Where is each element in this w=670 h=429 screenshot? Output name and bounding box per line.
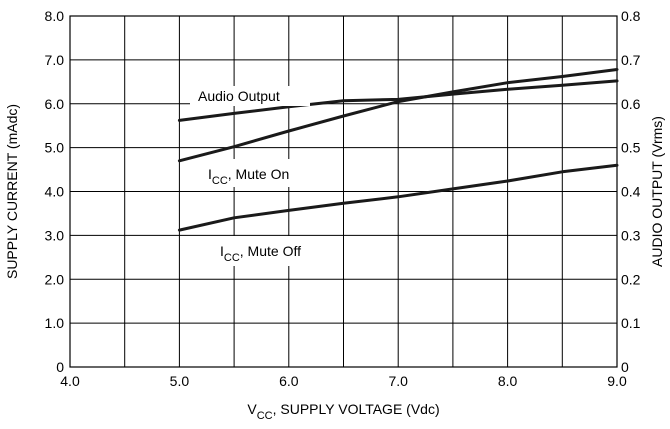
y-tick-label: 0 [56,359,64,375]
x-tick-label: 9.0 [607,373,627,389]
plot-frame [69,15,618,368]
y2-axis-title: AUDIO OUTPUT (Vrms) [649,116,665,267]
label-icc-mute-on-bg [203,159,327,187]
x-tick-label: 8.0 [498,373,518,389]
series-label-icc-mute-off-main: I [220,243,224,259]
y2-tick-label: 0.3 [621,227,641,243]
x-tick-label: 5.0 [170,373,190,389]
series-line-icc-mute-off [177,163,619,232]
y-tick-label: 6.0 [45,96,65,112]
series-label-icc-mute-on-rest: , Mute On [228,166,289,182]
y-axis-title: SUPPLY CURRENT (mAdc) [4,104,20,279]
y-tick-label: 1.0 [45,315,65,331]
y2-tick-label: 0.6 [621,96,641,112]
grid [70,16,617,367]
label-audio-output: Audio Output [190,86,310,106]
series-label-icc-mute-off-rest: , Mute Off [240,243,301,259]
label-icc-mute-off-bg [215,236,343,266]
series-layer [177,68,619,232]
x-axis-title: VCC, SUPPLY VOLTAGE (Vdc) [247,401,439,422]
y2-tick-label: 0.8 [621,8,641,24]
series-label-icc-mute-on-main: I [208,166,212,182]
series-label-icc-mute-off-sub: CC [224,252,240,264]
x-tick-label: 7.0 [388,373,408,389]
series-label-icc-mute-on-sub: CC [212,175,228,187]
x-tick-label: 4.0 [60,373,80,389]
y2-tick-label: 0.1 [621,315,641,331]
series-line-icc-mute-on [177,68,619,163]
label-icc-mute-on: ICC, Mute On [203,159,327,187]
series-labels: Audio Output ICC, Mute On ICC, Mute Off [190,86,343,266]
y-tick-label: 3.0 [45,227,65,243]
series-label-icc-mute-on: ICC, Mute On [208,166,289,187]
y2-tick-label: 0.5 [621,140,641,156]
x-axis-title-sub: CC [257,410,273,422]
y2-tick-label: 0.7 [621,52,641,68]
y2-tick-label: 0 [621,359,629,375]
x-tick-label: 6.0 [279,373,299,389]
tick-labels: 4.0 5.0 6.0 7.0 8.0 9.001.02.03.04.05.06.07.0… [45,8,641,389]
y-tick-label: 8.0 [45,8,65,24]
y-tick-label: 5.0 [45,140,65,156]
y-tick-label: 2.0 [45,271,65,287]
y2-tick-label: 0.2 [621,271,641,287]
series-line-audio-output [177,79,619,122]
y2-tick-label: 0.4 [621,184,641,200]
label-audio-output-bg [190,86,310,106]
y-tick-label: 7.0 [45,52,65,68]
label-icc-mute-off: ICC, Mute Off [215,236,343,266]
series-label-icc-mute-off: ICC, Mute Off [220,243,301,264]
series-label-audio-output: Audio Output [198,88,280,104]
x-axis-title-main: V [247,401,257,417]
y-tick-label: 4.0 [45,184,65,200]
x-axis-title-rest: , SUPPLY VOLTAGE (Vdc) [273,401,440,417]
